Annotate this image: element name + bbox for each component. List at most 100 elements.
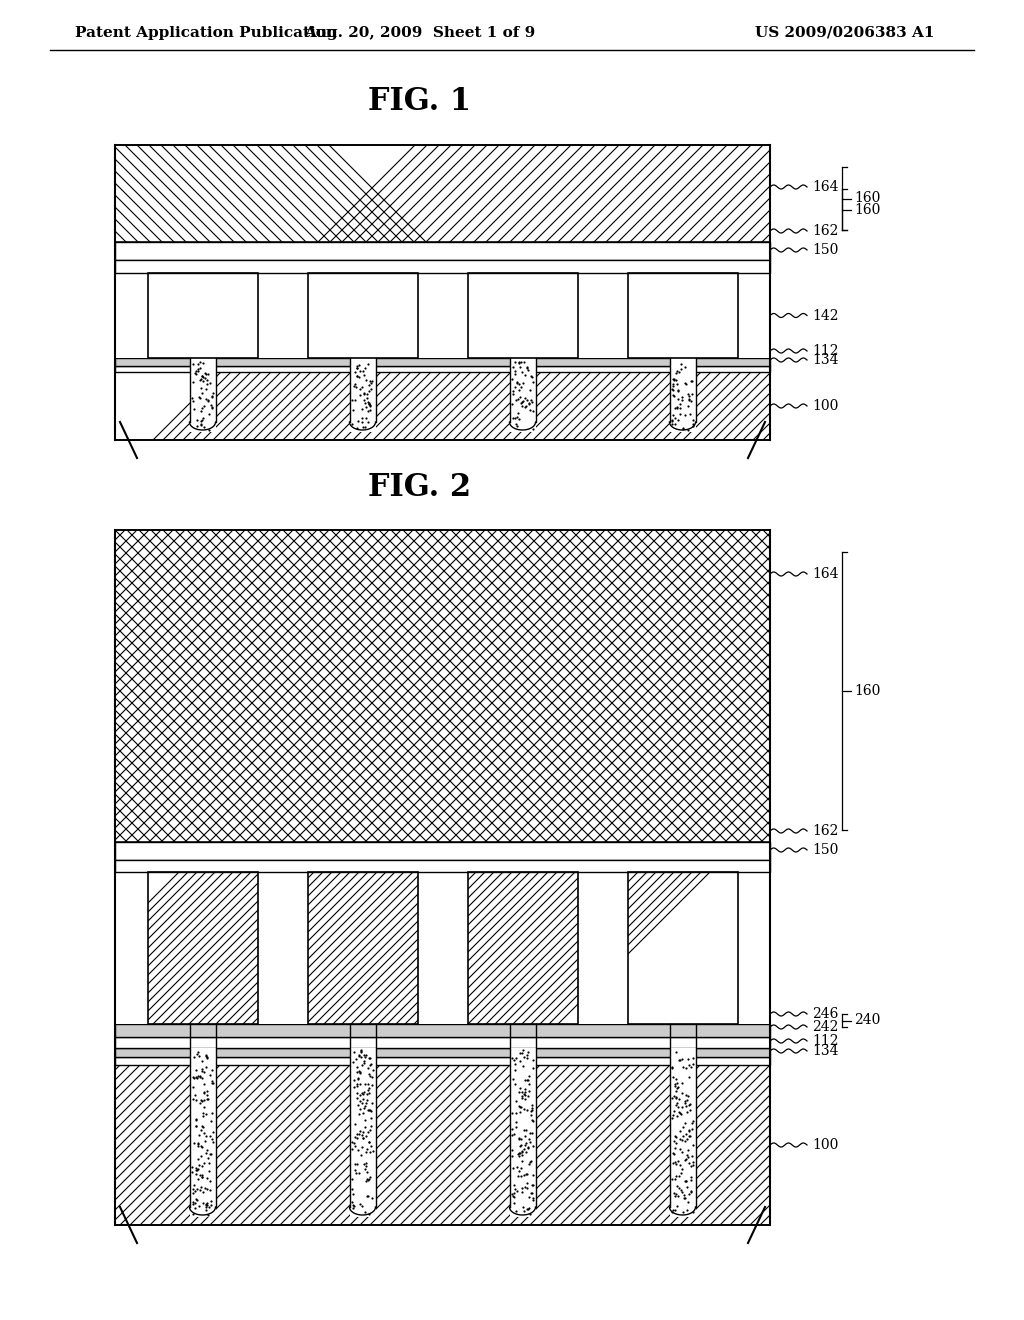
Point — [677, 372, 693, 393]
Point — [204, 1073, 220, 1094]
Bar — [115, 260, 770, 273]
Point — [516, 1200, 532, 1221]
Point — [680, 1139, 696, 1160]
Point — [518, 1199, 535, 1220]
Point — [346, 1069, 362, 1090]
Point — [666, 404, 682, 425]
Point — [516, 1139, 532, 1160]
Point — [345, 1183, 361, 1204]
Point — [665, 1067, 681, 1088]
Point — [347, 1135, 364, 1156]
Text: 160: 160 — [854, 202, 881, 216]
Point — [672, 1154, 688, 1175]
Point — [362, 1065, 379, 1086]
Point — [185, 391, 202, 412]
Point — [195, 1167, 211, 1188]
Point — [205, 1073, 221, 1094]
Point — [194, 1164, 210, 1185]
Point — [354, 1137, 371, 1158]
Point — [508, 1090, 524, 1111]
Point — [521, 400, 538, 421]
Bar — [737, 273, 770, 358]
Point — [191, 370, 208, 391]
Text: US 2009/0206383 A1: US 2009/0206383 A1 — [756, 26, 935, 40]
Point — [350, 1163, 367, 1184]
Point — [355, 1122, 372, 1143]
Point — [524, 1164, 541, 1185]
Bar — [510, 358, 536, 432]
Point — [510, 388, 526, 409]
Point — [361, 374, 378, 395]
Point — [188, 1164, 205, 1185]
Point — [675, 418, 691, 440]
Point — [347, 374, 364, 395]
Point — [359, 1057, 376, 1078]
Point — [351, 1123, 368, 1144]
Point — [353, 1093, 370, 1114]
Point — [360, 393, 377, 414]
Point — [364, 1074, 380, 1096]
Point — [360, 1048, 377, 1069]
Point — [348, 356, 365, 378]
Point — [358, 1044, 375, 1065]
Point — [205, 1133, 221, 1154]
Point — [667, 1185, 683, 1206]
Point — [514, 1085, 530, 1106]
Point — [347, 376, 364, 397]
Point — [504, 1183, 520, 1204]
Point — [512, 1043, 528, 1064]
Point — [193, 1067, 209, 1088]
Point — [191, 1179, 208, 1200]
Point — [184, 1193, 201, 1214]
Point — [190, 354, 207, 375]
Point — [360, 401, 377, 422]
Point — [357, 1125, 374, 1146]
Point — [513, 1081, 529, 1102]
Point — [505, 1069, 521, 1090]
Point — [354, 1084, 371, 1105]
Text: 160: 160 — [854, 191, 881, 206]
Bar — [115, 242, 770, 260]
Point — [665, 409, 681, 430]
Point — [513, 1158, 529, 1179]
Point — [357, 1140, 374, 1162]
Point — [680, 1183, 696, 1204]
Point — [204, 397, 220, 418]
Point — [194, 366, 210, 387]
Point — [683, 1170, 699, 1191]
Point — [514, 372, 530, 393]
Bar — [578, 873, 628, 1024]
Point — [506, 1073, 522, 1094]
Point — [522, 366, 539, 387]
Point — [513, 1166, 529, 1187]
Point — [193, 1135, 209, 1156]
Point — [672, 1102, 688, 1123]
Point — [357, 1073, 374, 1094]
Point — [349, 1073, 366, 1094]
Point — [198, 1197, 214, 1218]
Point — [522, 1105, 539, 1126]
Point — [366, 1140, 382, 1162]
Point — [356, 1044, 373, 1065]
Point — [665, 368, 681, 389]
Point — [511, 351, 527, 372]
Point — [359, 1168, 376, 1189]
Point — [675, 1126, 691, 1147]
Point — [349, 417, 366, 438]
Point — [354, 1127, 371, 1148]
Point — [524, 366, 541, 387]
Point — [191, 387, 208, 408]
Text: 150: 150 — [812, 843, 839, 857]
Bar — [307, 873, 418, 1024]
Point — [189, 1159, 206, 1180]
Point — [360, 1170, 377, 1191]
Bar — [257, 873, 307, 1024]
Point — [184, 1156, 201, 1177]
Point — [360, 1078, 377, 1100]
Point — [522, 1122, 539, 1143]
Point — [510, 1143, 526, 1164]
Point — [523, 1123, 540, 1144]
Point — [346, 1195, 362, 1216]
Point — [344, 1192, 360, 1213]
Bar — [468, 273, 578, 358]
